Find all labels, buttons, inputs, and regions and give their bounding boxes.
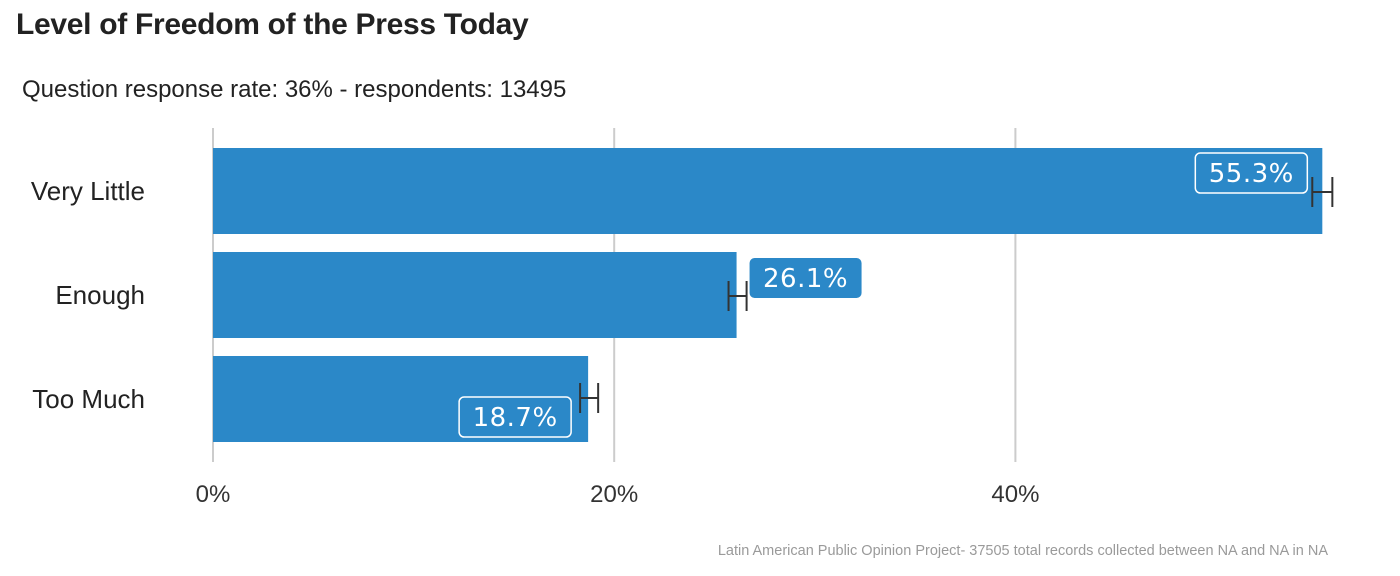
data-label-text: 26.1% [763, 264, 848, 294]
category-labels: Very Little Enough Too Much [31, 176, 145, 414]
x-tick-label: 0% [196, 481, 231, 508]
chart-subtitle: Question response rate: 36% - respondent… [22, 76, 567, 103]
error-bars [579, 177, 1334, 413]
error-bar [1311, 177, 1334, 207]
data-label: 26.1% [749, 258, 862, 298]
data-label: 55.3% [1194, 152, 1309, 194]
x-tick-label: 20% [590, 481, 638, 508]
chart-title: Level of Freedom of the Press Today [16, 8, 529, 41]
category-label: Enough [55, 280, 145, 310]
x-tick-label: 40% [991, 481, 1039, 508]
data-labels: 55.3% 26.1% 18.7% [458, 152, 1309, 438]
data-label: 18.7% [458, 396, 572, 438]
x-tick-labels: 0% 20% 40% [196, 481, 1040, 508]
category-label: Very Little [31, 176, 145, 206]
error-bar [727, 281, 748, 311]
bar [213, 148, 1323, 234]
chart-caption: Latin American Public Opinion Project- 3… [717, 543, 1328, 559]
data-label-text: 18.7% [473, 403, 558, 433]
category-label: Too Much [32, 384, 145, 414]
data-label-text: 55.3% [1209, 159, 1294, 189]
error-bar [579, 383, 600, 413]
bar [213, 252, 737, 338]
